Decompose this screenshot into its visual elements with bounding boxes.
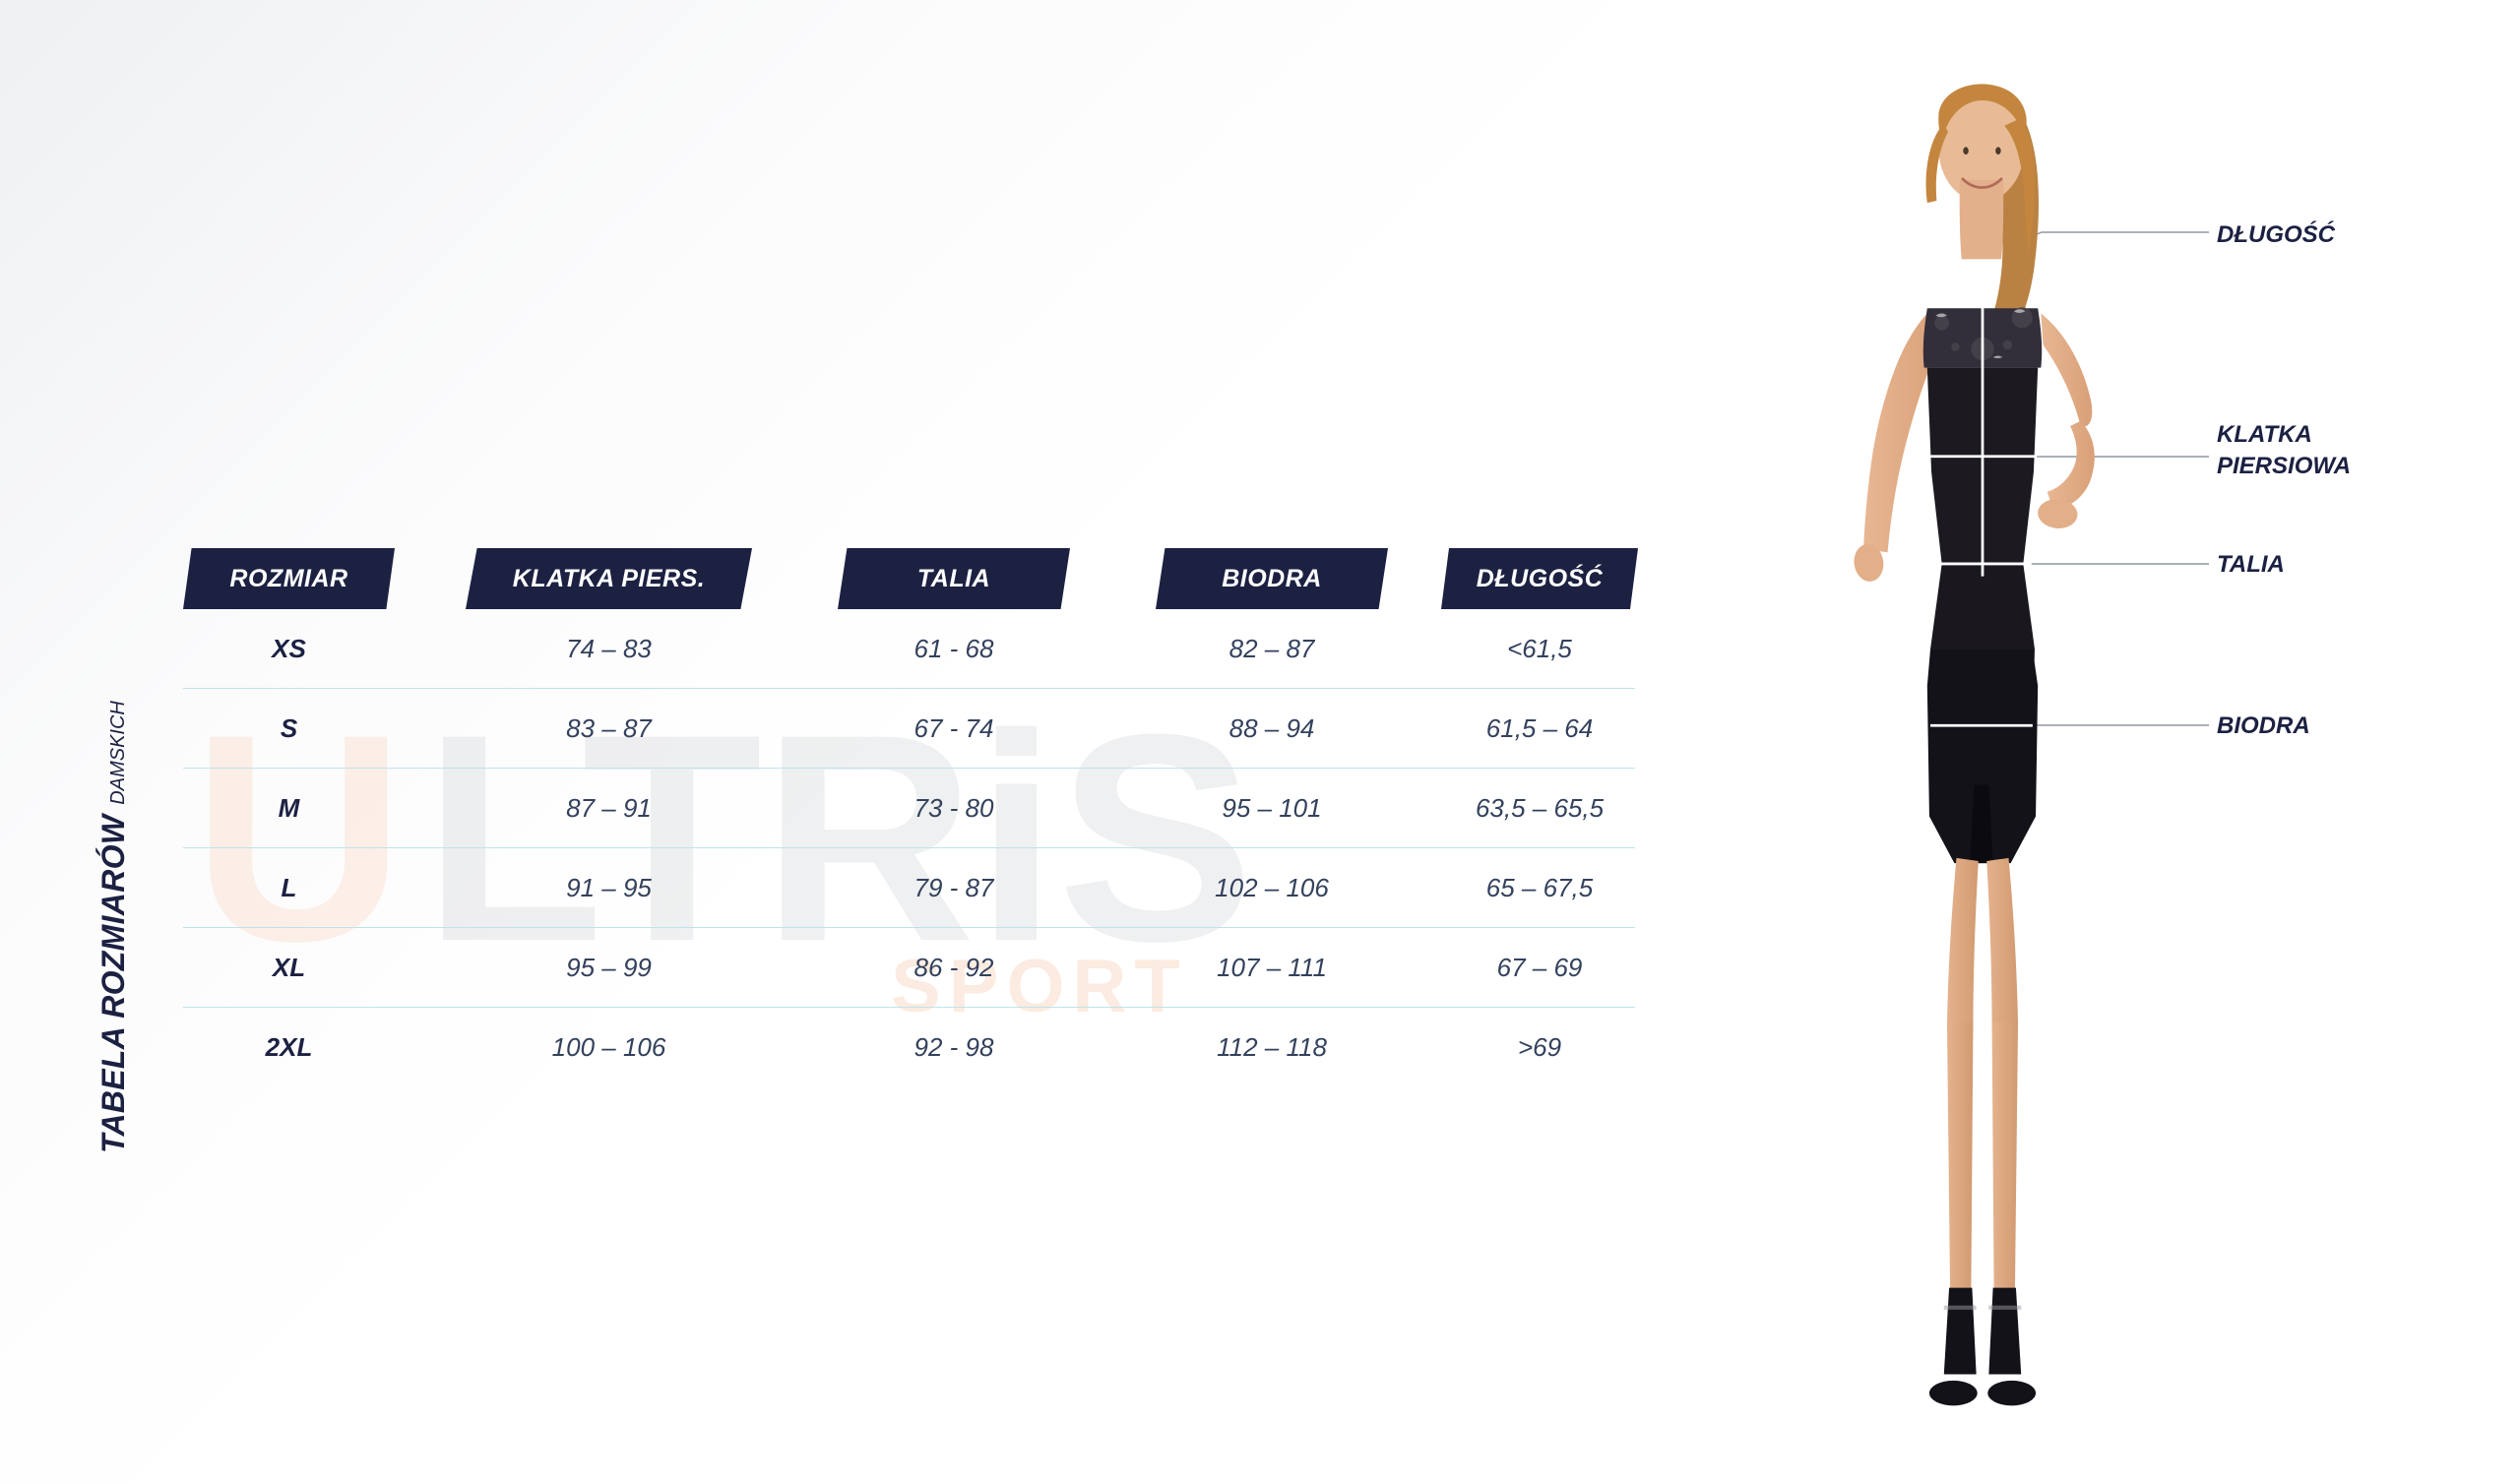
svg-text:BIODRA: BIODRA (2217, 712, 2310, 739)
svg-text:KLATKA: KLATKA (2217, 421, 2312, 448)
svg-text:DŁUGOŚĆ: DŁUGOŚĆ (2217, 220, 2336, 248)
svg-text:TALIA: TALIA (2217, 551, 2285, 578)
svg-text:PIERSIOWA: PIERSIOWA (2217, 453, 2351, 479)
